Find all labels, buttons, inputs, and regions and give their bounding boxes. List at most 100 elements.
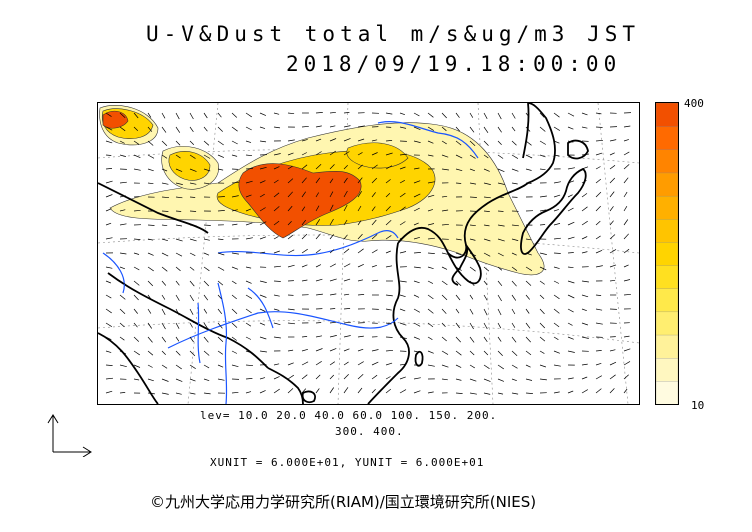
wind-arrow [119, 294, 126, 300]
wind-arrow [469, 336, 475, 343]
wind-arrow [133, 238, 141, 240]
wind-arrow [483, 224, 490, 227]
wind-arrow [511, 238, 519, 241]
wind-arrow [175, 224, 183, 227]
wind-arrow [231, 308, 238, 315]
wind-arrow [175, 294, 180, 301]
wind-arrow [287, 362, 294, 366]
wind-arrow [161, 364, 168, 369]
wind-arrow [511, 126, 516, 132]
wind-arrow [385, 322, 392, 325]
wind-arrow [301, 388, 307, 394]
wind-arrow [567, 377, 574, 380]
wind-arrow [371, 249, 378, 254]
wind-arrow [581, 180, 587, 184]
wind-arrow [483, 294, 488, 301]
wind-arrow [161, 392, 169, 395]
wind-arrow [245, 350, 253, 354]
colorbar-block [656, 126, 678, 150]
wind-arrow [329, 263, 336, 268]
wind-arrow [623, 233, 629, 240]
wind-arrow [217, 350, 223, 355]
wind-arrow [623, 388, 628, 394]
wind-arrow [119, 195, 126, 198]
wind-arrow [175, 210, 182, 212]
wind-arrow [623, 248, 630, 254]
wind-arrow [385, 235, 392, 240]
wind-arrow [511, 140, 517, 146]
wind-arrow [245, 140, 252, 143]
wind-arrow [161, 210, 169, 212]
wind-arrow [567, 112, 575, 117]
wind-arrow [567, 221, 575, 226]
wind-arrow [203, 224, 211, 226]
levels-line-2: 300. 400. [335, 425, 404, 438]
wind-arrow [441, 252, 448, 255]
wind-arrow [427, 154, 434, 157]
wind-arrow [497, 294, 502, 302]
wind-arrow [413, 236, 420, 240]
wind-arrow [553, 126, 560, 131]
wind-arrow [315, 278, 323, 282]
wind-arrow [595, 249, 603, 254]
wind-arrow [217, 308, 223, 315]
wind-arrow [175, 112, 180, 120]
dust-map [97, 102, 640, 405]
wind-arrow [175, 322, 180, 329]
wind-arrow [161, 140, 168, 147]
wind-arrow [315, 219, 321, 226]
wind-arrow [581, 322, 589, 326]
wind-arrow [105, 222, 112, 226]
wind-arrow [371, 374, 378, 380]
wind-arrow [469, 280, 475, 287]
wind-arrow [483, 252, 491, 257]
wind-arrow [105, 308, 112, 314]
wind-arrow [371, 206, 376, 212]
wind-arrow [189, 350, 196, 357]
wind-arrow [623, 125, 631, 128]
wind-arrow [553, 280, 560, 284]
wind-arrow [273, 280, 281, 282]
wind-arrow [469, 196, 477, 198]
rivers [102, 121, 479, 404]
wind-arrow [301, 264, 308, 268]
wind-arrow [273, 236, 279, 240]
wind-arrow [133, 350, 140, 356]
wind-arrow [329, 308, 336, 310]
copyright-notice: ©九州大学応用力学研究所(RIAM)/国立環境研究所(NIES) [150, 493, 537, 511]
wind-arrow [273, 336, 281, 339]
wind-arrow [525, 154, 533, 159]
wind-arrow [273, 179, 279, 184]
wind-arrow [413, 280, 420, 284]
wind-arrow [105, 390, 113, 394]
wind-arrow [175, 154, 181, 159]
wind-arrow [245, 180, 253, 184]
wind-arrow [497, 364, 504, 370]
wind-arrow [147, 126, 153, 132]
wind-arrow [483, 336, 488, 342]
wind-arrow [581, 376, 588, 380]
wind-arrow [595, 191, 602, 198]
wind-arrow [315, 125, 322, 128]
colorbar-block [656, 218, 678, 243]
wind-arrow [259, 308, 266, 312]
wind-arrow [553, 266, 560, 269]
wind-arrow [623, 191, 628, 198]
wind-arrow [427, 112, 434, 118]
wind-arrow [287, 205, 293, 212]
wind-arrow [497, 112, 502, 120]
wind-arrow [553, 209, 560, 212]
wind-arrow [357, 152, 363, 156]
wind-arrow [623, 335, 630, 338]
wind-arrow [175, 196, 183, 199]
wind-arrow [553, 237, 561, 240]
wind-arrow [539, 252, 547, 255]
wind-arrow [623, 374, 629, 380]
wind-arrow [203, 140, 210, 146]
wind-arrow [133, 126, 139, 131]
wind-arrow [441, 154, 449, 158]
wind-arrow [189, 196, 196, 198]
wind-arrow [189, 308, 194, 315]
wind-arrow [189, 210, 197, 212]
wind-arrow [427, 266, 434, 270]
